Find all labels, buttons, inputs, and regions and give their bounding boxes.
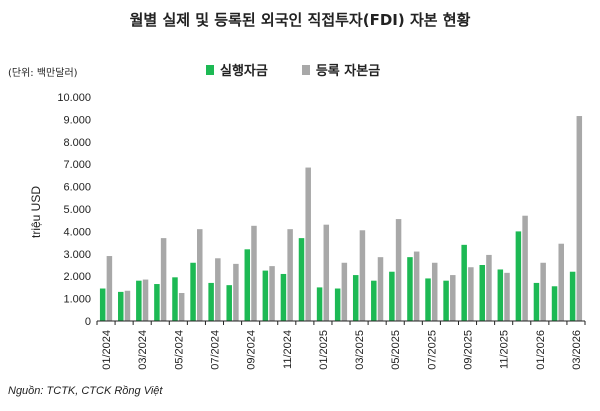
bar-disbursed — [551, 286, 558, 321]
bar-disbursed — [208, 282, 214, 321]
y-tick-label: 4.000 — [63, 226, 91, 238]
legend-item-disbursed: 실행자금 — [206, 60, 268, 79]
legend-swatch-registered — [301, 64, 310, 75]
x-tick-label: 01/2025 — [318, 330, 330, 370]
x-axis: 01/2024 03/2024 05/2024 07/2024 09/2024 11/20… — [96, 320, 586, 370]
bar-registered — [486, 254, 492, 321]
bar-disbursed — [154, 284, 160, 321]
y-axis-ticks: 0 1.000 2.000 3.000 4.000 5.000 6.000 7.000 8.00… — [57, 92, 91, 328]
bar-registered — [431, 262, 438, 321]
bar-registered — [269, 266, 275, 321]
bar-registered — [558, 243, 564, 321]
bar-registered — [106, 256, 113, 321]
bar-registered — [251, 225, 257, 321]
bar-registered — [124, 290, 131, 321]
bar-registered — [450, 275, 456, 321]
x-tick-label: 01/2024 — [101, 330, 113, 370]
source-note: Nguồn: TCTK, CTCK Rồng Việt — [8, 385, 163, 397]
bar-registered — [178, 293, 185, 321]
x-tick-label: 09/2024 — [246, 330, 258, 370]
legend-swatch-disbursed — [206, 64, 214, 75]
bar-registered — [540, 262, 546, 321]
bar-disbursed — [497, 269, 504, 321]
bar-disbursed — [389, 271, 395, 321]
bar-disbursed — [371, 280, 377, 321]
bar-disbursed — [443, 280, 449, 321]
x-tick-label: 01/2026 — [535, 330, 547, 370]
bar-registered — [142, 279, 149, 321]
bar-registered — [359, 230, 366, 321]
y-tick-label: 9.000 — [63, 114, 91, 126]
bar-registered — [413, 251, 420, 321]
y-tick-label: 2.000 — [63, 271, 91, 283]
y-tick-label: 0 — [85, 316, 91, 328]
bar-disbursed — [425, 278, 431, 321]
bar-registered — [341, 262, 348, 321]
x-tick-label: 11/2025 — [499, 330, 511, 369]
x-tick-label: 11/2024 — [282, 330, 294, 369]
bar-registered — [468, 267, 474, 321]
legend-item-registered: 등록 자본금 — [301, 60, 381, 79]
bar-disbursed — [118, 291, 124, 321]
bars — [99, 116, 583, 321]
bar-disbursed — [352, 275, 359, 321]
y-tick-label: 5.000 — [63, 204, 91, 216]
bar-registered — [522, 215, 528, 321]
x-tick-label: 07/2024 — [210, 330, 222, 370]
bar-disbursed — [334, 288, 341, 321]
bar-disbursed — [99, 288, 106, 321]
bar-disbursed — [479, 265, 485, 321]
bar-registered — [395, 219, 402, 321]
bar-disbursed — [226, 285, 232, 321]
unit-note: (단위: 백만달러) — [8, 68, 78, 79]
bar-disbursed — [262, 270, 269, 321]
bar-registered — [504, 272, 510, 321]
y-tick-label: 6.000 — [63, 182, 91, 194]
legend-label-disbursed: 실행자금 — [220, 64, 268, 79]
x-tick-label: 03/2024 — [137, 330, 149, 370]
bar-registered — [215, 258, 221, 321]
bar-registered — [160, 238, 167, 321]
bar-registered — [197, 229, 203, 321]
chart-title: 월별 실제 및 등록된 외국인 직접투자(FDI) 자본 현황 — [129, 11, 471, 29]
x-tick-label: 03/2026 — [571, 330, 583, 370]
bar-registered — [287, 229, 293, 321]
bar-registered — [233, 263, 239, 321]
y-tick-label: 1.000 — [63, 294, 91, 306]
x-tick-label: 07/2025 — [426, 330, 438, 370]
y-tick-label: 3.000 — [63, 249, 91, 261]
bar-disbursed — [190, 262, 196, 321]
bar-disbursed — [533, 282, 540, 321]
bar-disbursed — [172, 277, 178, 321]
y-tick-label: 8.000 — [63, 137, 91, 149]
bar-registered — [305, 167, 311, 321]
bar-disbursed — [136, 280, 142, 321]
bar-disbursed — [298, 238, 305, 321]
bar-disbursed — [244, 249, 251, 321]
x-tick-label: 03/2025 — [354, 330, 366, 370]
bar-disbursed — [280, 273, 287, 321]
y-axis-label: triệu USD — [29, 186, 43, 238]
legend: 실행자금 등록 자본금 — [206, 60, 414, 79]
y-tick-label: 7.000 — [63, 159, 91, 171]
bar-disbursed — [407, 257, 413, 321]
x-tick-label: 09/2025 — [463, 330, 475, 370]
x-tick-label: 05/2025 — [390, 330, 402, 370]
bar-registered — [377, 257, 384, 321]
bar-disbursed — [461, 244, 467, 321]
bar-registered — [576, 116, 583, 321]
x-tick-label: 05/2024 — [173, 330, 185, 370]
bar-registered — [323, 224, 330, 321]
legend-label-registered: 등록 자본금 — [315, 64, 381, 79]
bar-disbursed — [316, 287, 323, 321]
bar-disbursed — [515, 231, 522, 321]
y-tick-label: 10.000 — [57, 92, 91, 104]
bar-disbursed — [569, 271, 576, 321]
